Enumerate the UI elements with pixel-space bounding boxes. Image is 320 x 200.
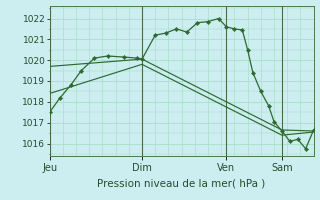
X-axis label: Pression niveau de la mer( hPa ): Pression niveau de la mer( hPa ) (98, 179, 266, 188)
